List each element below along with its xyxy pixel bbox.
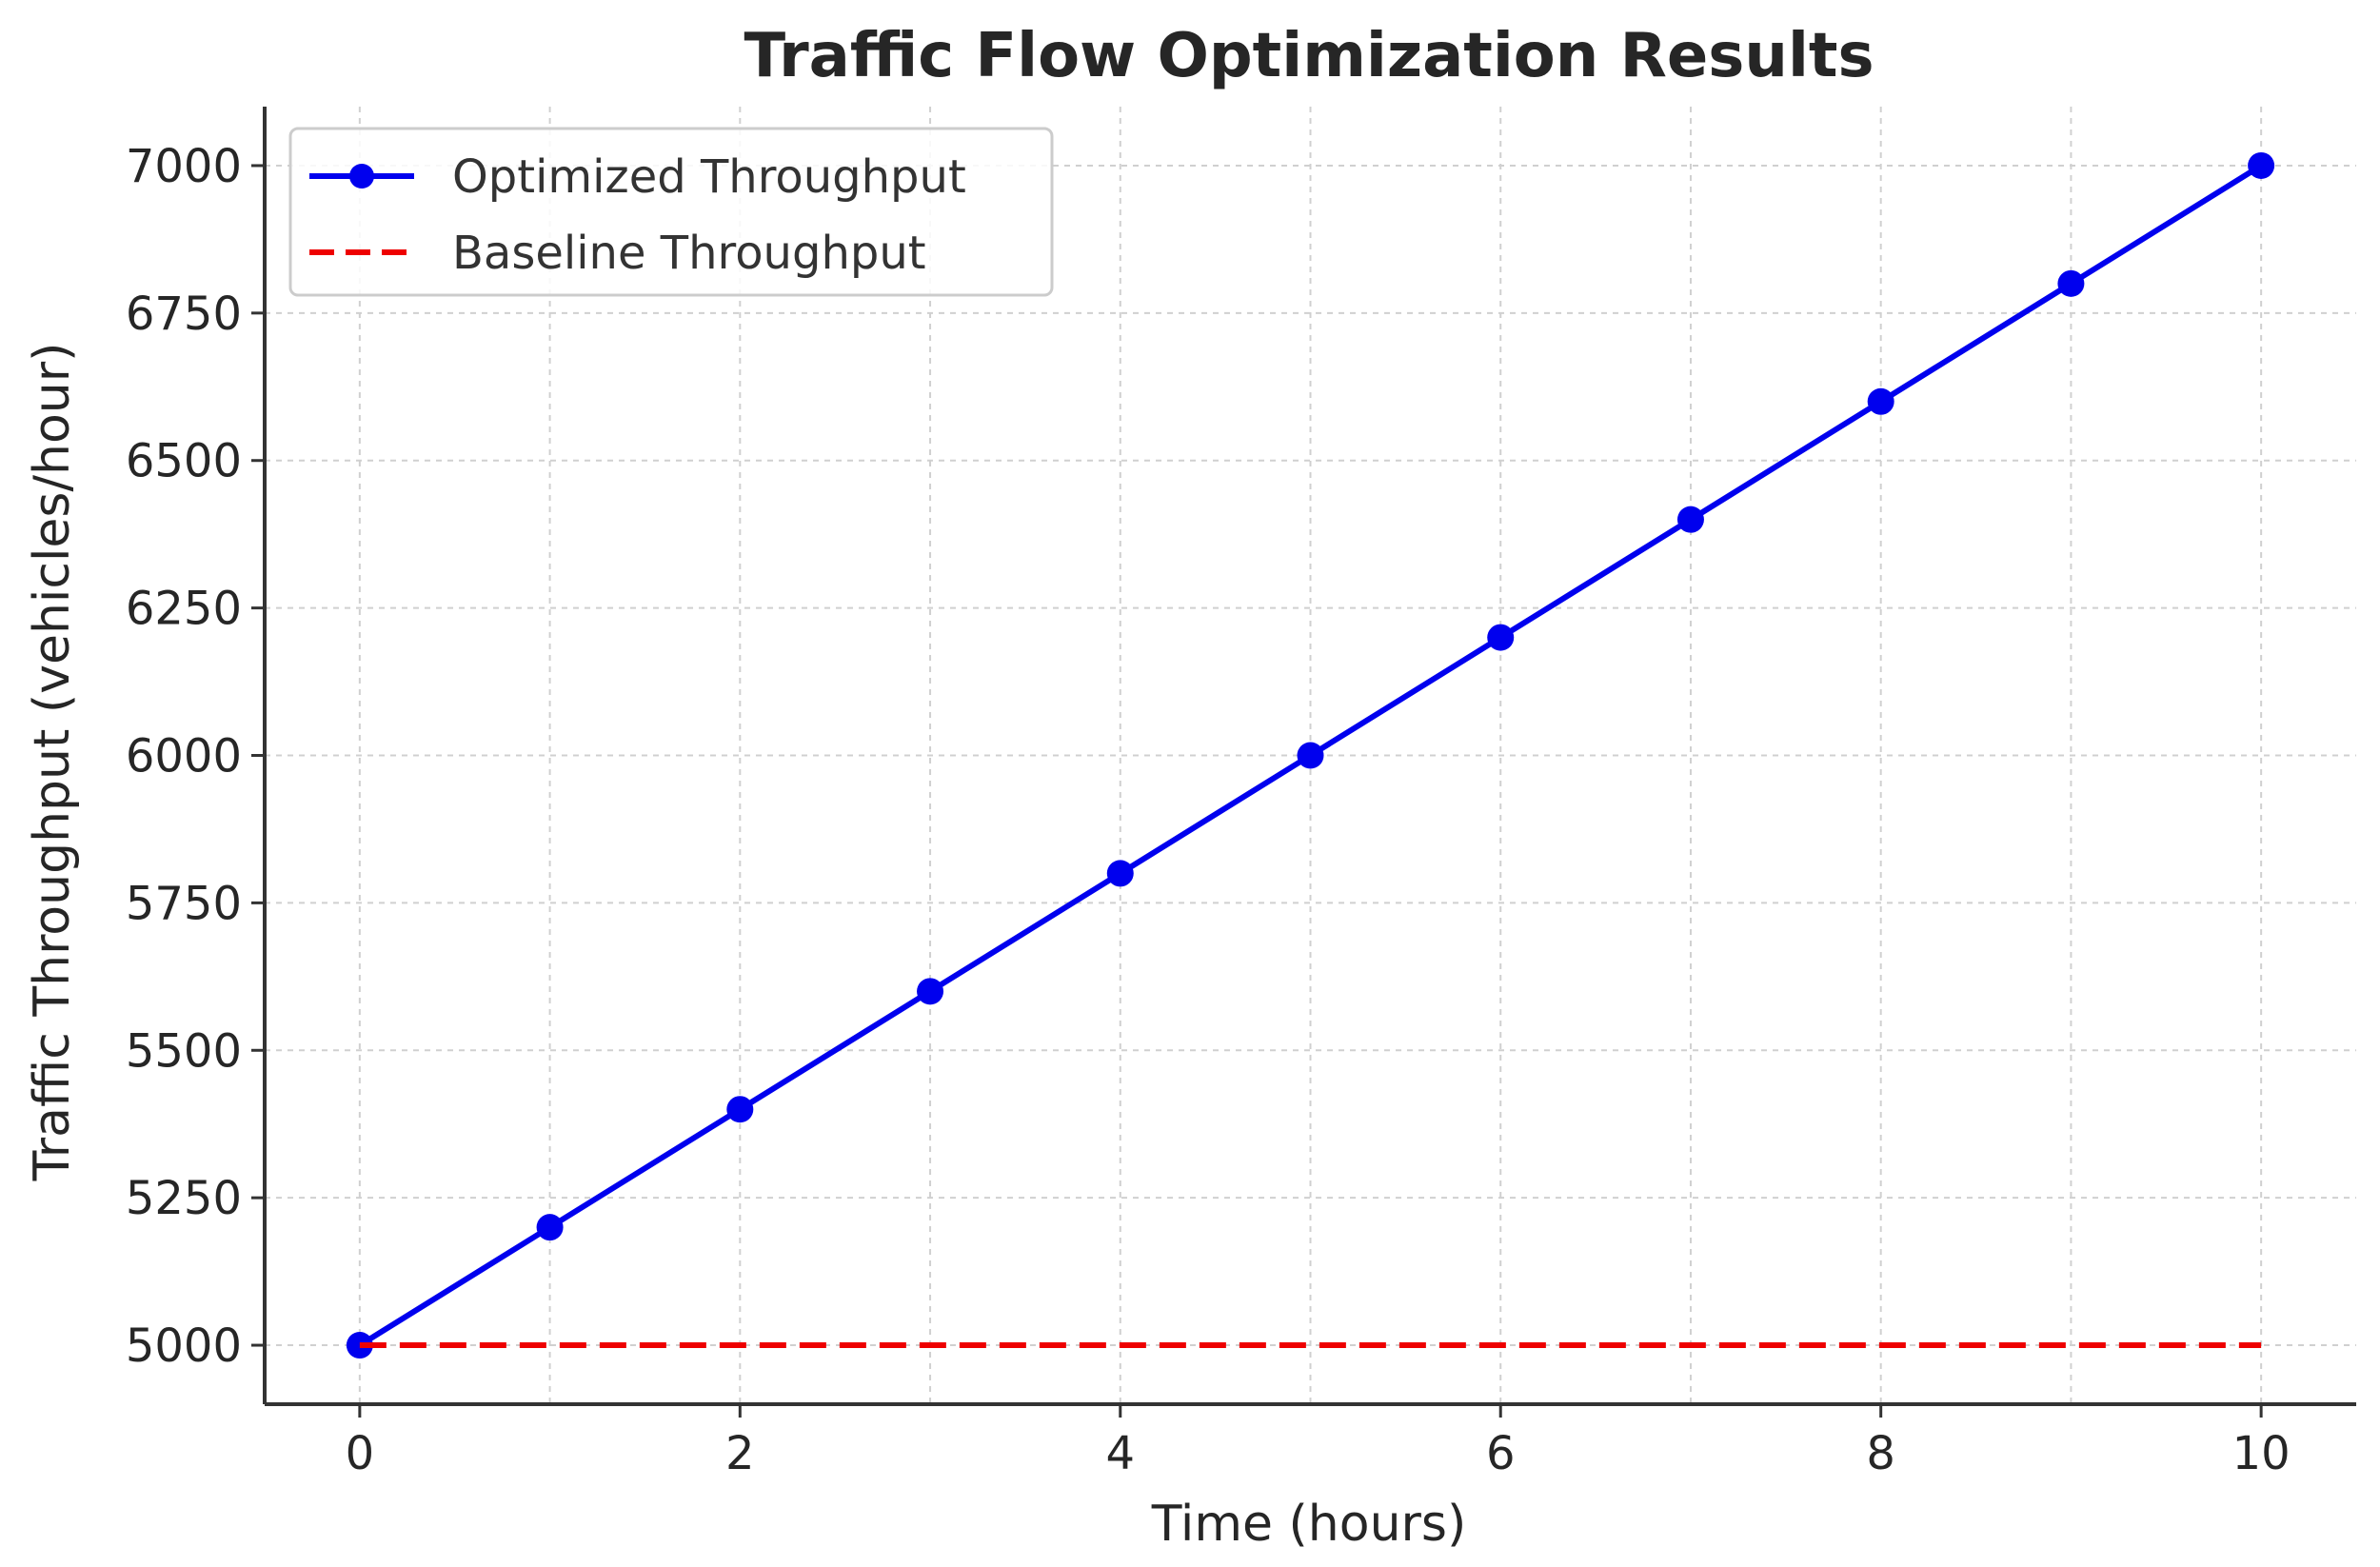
series-point: [2057, 269, 2085, 297]
legend-box: [288, 127, 1054, 297]
legend: Optimized Throughput Baseline Throughput: [288, 127, 1054, 297]
x-tick-label: 4: [1105, 1427, 1135, 1480]
y-tick-label: 5750: [126, 877, 242, 930]
x-tick-label: 6: [1486, 1427, 1516, 1480]
series-point: [536, 1214, 564, 1241]
x-tick-label: 0: [346, 1427, 375, 1480]
series-point: [2248, 151, 2275, 179]
y-tick-label: 6000: [126, 730, 242, 784]
series-point: [1106, 860, 1134, 887]
ticks-layer: 0 2 4 6 8 10 5000 5250 5500 5750 6000 6250 6500 6750 7…: [126, 140, 2291, 1480]
x-tick-label: 8: [1866, 1427, 1895, 1480]
series-point: [1297, 742, 1324, 769]
y-tick-label: 6250: [126, 583, 242, 636]
series-point: [726, 1096, 754, 1123]
y-tick-label: 6750: [126, 288, 242, 341]
y-tick-label: 5250: [126, 1172, 242, 1225]
series-point: [1487, 624, 1515, 651]
x-axis-label: Time (hours): [1151, 1496, 1467, 1553]
y-tick-label: 5500: [126, 1024, 242, 1078]
series-point: [917, 978, 944, 1005]
x-tick-label: 10: [2232, 1427, 2291, 1480]
x-tick-label: 2: [725, 1427, 755, 1480]
y-tick-label: 5000: [126, 1319, 242, 1373]
y-tick-label: 6500: [126, 435, 242, 488]
y-axis-label: Traffic Throughput (vehicles/hour): [24, 343, 81, 1182]
legend-entry-label: Optimized Throughput: [452, 150, 966, 204]
legend-entry-label: Baseline Throughput: [452, 227, 926, 280]
chart-title: Traffic Flow Optimization Results: [744, 21, 1874, 91]
series-layer: [346, 151, 2275, 1359]
series-point: [1867, 387, 1894, 415]
series-point: [1676, 506, 1704, 533]
legend-swatch-marker: [349, 164, 374, 188]
y-tick-label: 7000: [126, 140, 242, 193]
